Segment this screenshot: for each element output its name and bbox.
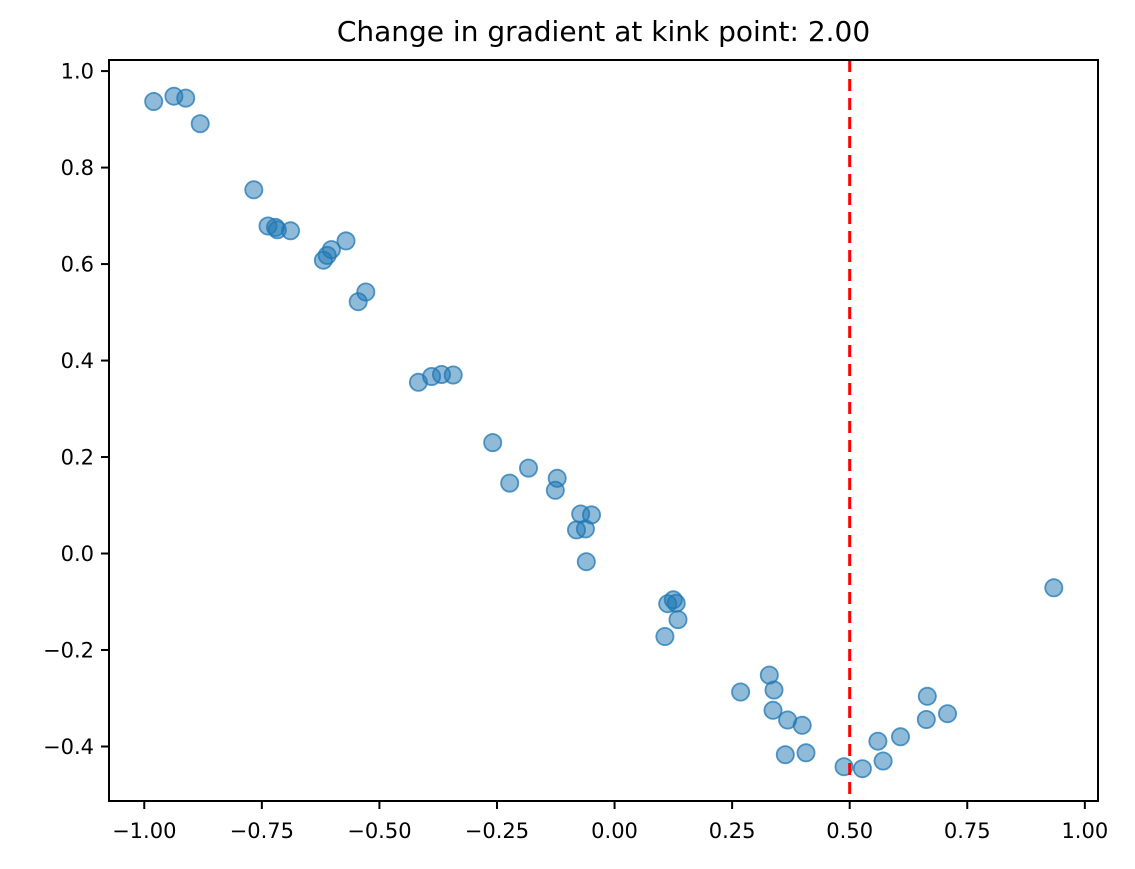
y-tick-label: 1.0 <box>61 60 94 84</box>
scatter-point <box>500 473 520 493</box>
scatter-point <box>917 686 937 706</box>
y-tick-label: −0.4 <box>43 735 94 759</box>
scatter-point <box>280 221 300 241</box>
scatter-point <box>764 680 784 700</box>
scatter-point <box>144 92 164 112</box>
scatter-point <box>852 759 872 779</box>
scatter-point <box>655 627 675 647</box>
scatter-point <box>336 231 356 251</box>
scatter-point <box>545 480 565 500</box>
x-tick-label: −1.00 <box>112 819 176 843</box>
scatter-point <box>483 433 503 453</box>
scatter-point <box>348 292 368 312</box>
scatter-point <box>576 552 596 572</box>
scatter-point <box>313 250 333 270</box>
x-tick-label: 1.00 <box>1061 819 1108 843</box>
axis-ticks: −1.00 −0.75 −0.50 −0.25 0.00 0.25 0.50 0.75 1.00… <box>43 60 1108 843</box>
x-tick-label: −0.50 <box>347 819 411 843</box>
y-tick-label: 0.2 <box>61 446 94 470</box>
scatter-point <box>731 682 751 702</box>
plot-border <box>108 59 1099 802</box>
scatter-point <box>873 751 893 771</box>
x-tick-label: 0.75 <box>944 819 991 843</box>
y-tick-label: 0.6 <box>61 253 94 277</box>
y-tick-label: 0.4 <box>61 349 94 373</box>
x-tick-label: 0.00 <box>591 819 638 843</box>
y-tick-label: 0.0 <box>61 542 94 566</box>
scatter-point <box>938 704 958 724</box>
x-tick-label: 0.50 <box>826 819 873 843</box>
axes-spines <box>108 59 1099 802</box>
scatter-point <box>244 180 264 200</box>
scatter-point <box>868 731 888 751</box>
scatter-point <box>916 710 936 730</box>
scatter-point <box>1044 578 1064 598</box>
scatter-point <box>891 727 911 747</box>
scatter-point <box>176 88 196 108</box>
x-tick-label: 0.25 <box>709 819 756 843</box>
y-tick-label: −0.2 <box>43 639 94 663</box>
scatter-point <box>443 365 463 385</box>
scatter-point <box>796 743 816 763</box>
x-tick-label: −0.25 <box>465 819 529 843</box>
scatter-point <box>763 700 783 720</box>
x-tick-label: −0.75 <box>230 819 294 843</box>
y-tick-label: 0.8 <box>61 156 94 180</box>
scatter-point <box>792 715 812 735</box>
scatter-point <box>575 519 595 539</box>
scatter-point <box>666 593 686 613</box>
scatter-point <box>668 610 688 630</box>
scatter-point <box>190 114 210 134</box>
chart-title: Change in gradient at kink point: 2.00 <box>337 15 870 48</box>
scatter-point <box>775 745 795 765</box>
scatter-series <box>144 86 1064 779</box>
scatter-point <box>519 458 539 478</box>
